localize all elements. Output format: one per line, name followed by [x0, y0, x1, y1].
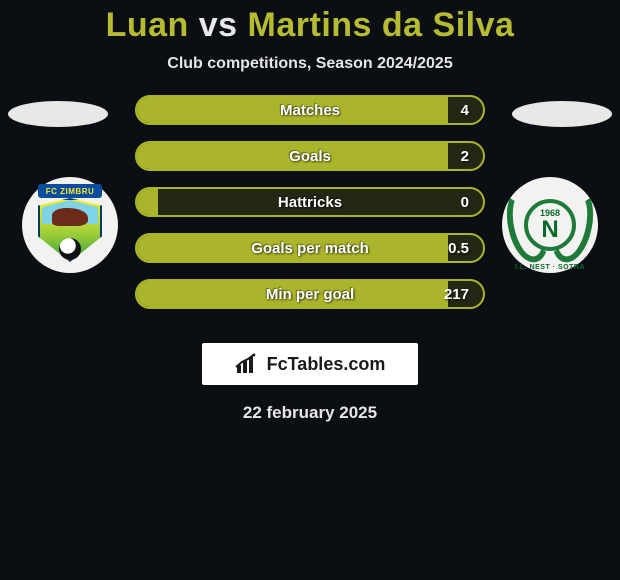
stat-row: Min per goal217 [135, 279, 485, 309]
club-a-badge: FC ZIMBRU [22, 177, 118, 273]
club-b-bottom: I.L. NEST · SOTRA [508, 264, 592, 271]
player-b-name: Martins da Silva [248, 6, 515, 44]
player-a-name: Luan [106, 6, 189, 44]
comparison-card: Luan vs Martins da Silva Club competitio… [0, 0, 620, 423]
bar-chart-icon [235, 353, 261, 375]
player-a-ellipse [8, 101, 108, 127]
stat-value: 217 [444, 281, 469, 307]
nest-sotra-crest-icon: 1968 N I.L. NEST · SOTRA [508, 183, 592, 267]
stat-label: Min per goal [137, 281, 483, 307]
player-b-ellipse [512, 101, 612, 127]
stat-label: Goals per match [137, 235, 483, 261]
stat-label: Matches [137, 97, 483, 123]
stat-row: Goals2 [135, 141, 485, 171]
brand-text: FcTables.com [267, 354, 386, 375]
page-title: Luan vs Martins da Silva [0, 4, 620, 55]
club-a-banner: FC ZIMBRU [38, 184, 102, 198]
stat-label: Goals [137, 143, 483, 169]
subtitle: Club competitions, Season 2024/2025 [0, 55, 620, 73]
brand-box[interactable]: FcTables.com [202, 343, 418, 385]
stat-rows: Matches4Goals2Hattricks0Goals per match0… [135, 95, 485, 325]
club-b-badge: 1968 N I.L. NEST · SOTRA [502, 177, 598, 273]
club-b-letter: N [541, 218, 558, 242]
stat-row: Matches4 [135, 95, 485, 125]
stat-value: 0 [461, 189, 469, 215]
stat-row: Hattricks0 [135, 187, 485, 217]
vs-separator: vs [199, 6, 238, 44]
stat-value: 4 [461, 97, 469, 123]
stat-label: Hattricks [137, 189, 483, 215]
stats-section: FC ZIMBRU 1968 N I.L. NEST · SOTRA Match… [0, 95, 620, 325]
zimbru-crest-icon: FC ZIMBRU [34, 184, 106, 266]
date-line: 22 february 2025 [0, 403, 620, 423]
stat-row: Goals per match0.5 [135, 233, 485, 263]
stat-value: 2 [461, 143, 469, 169]
stat-value: 0.5 [448, 235, 469, 261]
